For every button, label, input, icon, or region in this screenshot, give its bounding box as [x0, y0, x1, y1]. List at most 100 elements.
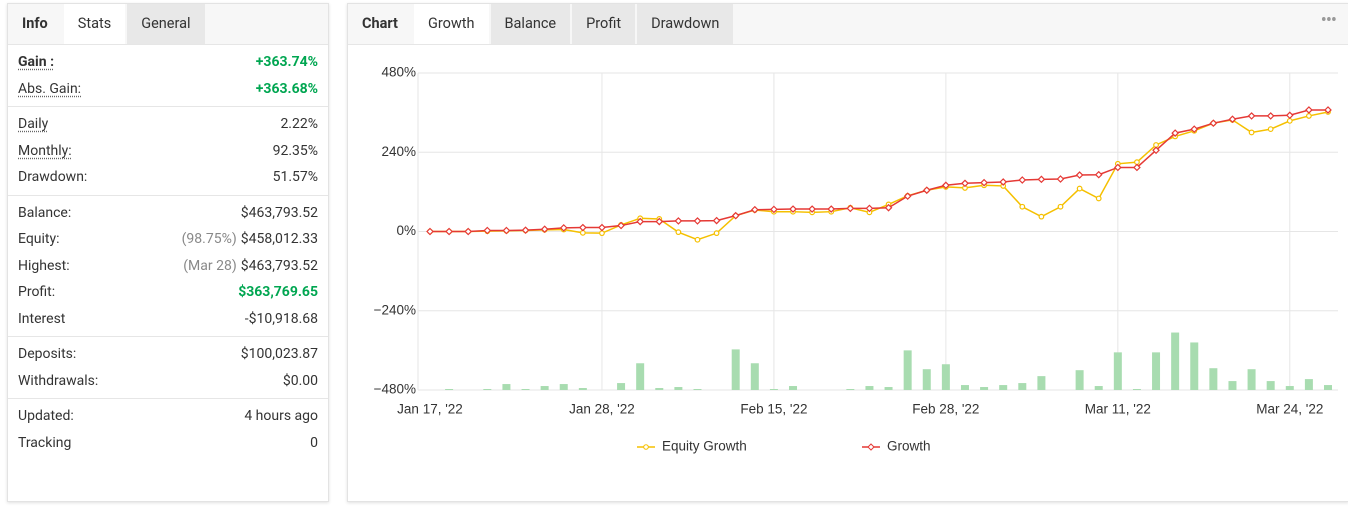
bar [865, 386, 874, 390]
stats-row: Profit: $363,769.65 [8, 279, 328, 306]
stat-label: Drawdown: [18, 169, 88, 186]
marker [674, 217, 683, 225]
legend-marker [643, 444, 649, 450]
stat-label: Abs. Gain: [18, 80, 82, 97]
legend-label[interactable]: Growth [887, 439, 931, 454]
stats-row: Daily 2.22% [8, 111, 328, 138]
bar [1324, 385, 1332, 390]
bar [445, 389, 454, 390]
x-tick-label: Feb 28, '22 [912, 402, 979, 417]
marker [999, 178, 1008, 186]
stat-value-box: +363.68% [256, 81, 318, 97]
marker [750, 205, 759, 214]
tab[interactable]: General [127, 4, 205, 44]
marker [1209, 119, 1218, 128]
marker [922, 186, 931, 195]
bar [483, 389, 492, 390]
marker [713, 230, 720, 237]
marker [502, 226, 511, 235]
stat-value-box: 0 [310, 435, 318, 451]
stat-label: Monthly: [18, 142, 72, 159]
bar [1171, 332, 1180, 390]
tab[interactable]: Stats [63, 4, 126, 44]
bar [655, 388, 664, 390]
stats-row: Equity: (98.75%) $458,012.33 [8, 226, 328, 253]
y-tick-label: 0% [396, 223, 416, 238]
marker [789, 205, 797, 213]
marker [846, 204, 855, 213]
stats-group: Deposits: $100,023.87 Withdrawals: $0.00 [8, 337, 328, 399]
stat-label: Highest: [18, 257, 70, 274]
stats-row: Balance: $463,793.52 [8, 200, 328, 227]
bar [636, 363, 645, 390]
marker [1190, 125, 1199, 133]
x-tick-label: Feb 15, '22 [740, 402, 807, 417]
bar [693, 389, 702, 390]
menu[interactable]: ••• [1320, 10, 1337, 31]
marker [1286, 117, 1293, 124]
marker [712, 216, 721, 225]
bar [789, 386, 798, 390]
bar [1152, 352, 1161, 390]
marker [1019, 203, 1026, 210]
marker [1113, 163, 1122, 172]
x-tick-label: Mar 11, '22 [1085, 402, 1151, 417]
legend-label[interactable]: Equity Growth [662, 439, 747, 454]
marker [1171, 129, 1179, 137]
stat-label: Equity: [18, 231, 60, 248]
tab-bar: Chart Growth Balance Profit Drawdown [348, 4, 1348, 45]
stat-value: +363.74% [255, 54, 318, 71]
stat-value: $0.00 [282, 372, 318, 389]
bar [617, 383, 626, 390]
bar [980, 387, 989, 390]
marker [731, 211, 740, 220]
tab[interactable]: Growth [413, 4, 489, 44]
marker [445, 227, 453, 236]
marker [655, 217, 664, 226]
marker [694, 236, 701, 243]
y-tick-label: −240% [374, 302, 416, 317]
y-tick-label: 240% [381, 144, 416, 159]
stats-list: Gain : +363.74% Abs. Gain: +363.68% Daily 2.2… [8, 45, 328, 460]
stats-row: Abs. Gain: +363.68% [8, 76, 328, 103]
bar [540, 386, 549, 390]
bar [1094, 386, 1103, 390]
marker [884, 203, 893, 212]
bar [1075, 370, 1084, 390]
chart-panel: Chart Growth Balance Profit Drawdown ••• [347, 3, 1348, 502]
stat-value: 2.22% [280, 116, 318, 133]
marker [1075, 171, 1084, 179]
stats-row: Tracking 0 [8, 430, 328, 457]
marker [1324, 106, 1332, 114]
marker [1018, 176, 1027, 184]
stat-value: 92.35% [272, 142, 318, 159]
stat-value-box: -$10,918.68 [245, 311, 318, 327]
tab: Info [8, 4, 62, 44]
marker [1266, 112, 1275, 120]
stats-group: Balance: $463,793.52 Equity: (98.75%) $458,0… [8, 196, 328, 337]
stat-value: $463,793.52 [240, 257, 318, 274]
stat-value-box: 92.35% [273, 143, 318, 159]
marker [1267, 126, 1274, 133]
bar [999, 385, 1008, 390]
marker [483, 226, 492, 235]
marker [579, 223, 587, 232]
tab[interactable]: Drawdown [637, 4, 734, 44]
stat-label: Profit: [18, 284, 56, 301]
marker [1133, 163, 1141, 172]
stat-value: +363.68% [255, 80, 318, 97]
tab[interactable]: Profit [572, 4, 636, 44]
marker [1038, 213, 1045, 220]
stat-label: Daily [18, 116, 49, 133]
marker [1076, 185, 1083, 192]
marker [521, 226, 530, 235]
stats-group: Gain : +363.74% Abs. Gain: +363.68% [8, 45, 328, 107]
bar [1018, 383, 1027, 390]
stat-value: $463,793.52 [240, 204, 318, 221]
tab[interactable]: Balance [490, 4, 571, 44]
marker [1285, 111, 1294, 120]
bar [1037, 376, 1046, 390]
bar [1304, 379, 1313, 390]
